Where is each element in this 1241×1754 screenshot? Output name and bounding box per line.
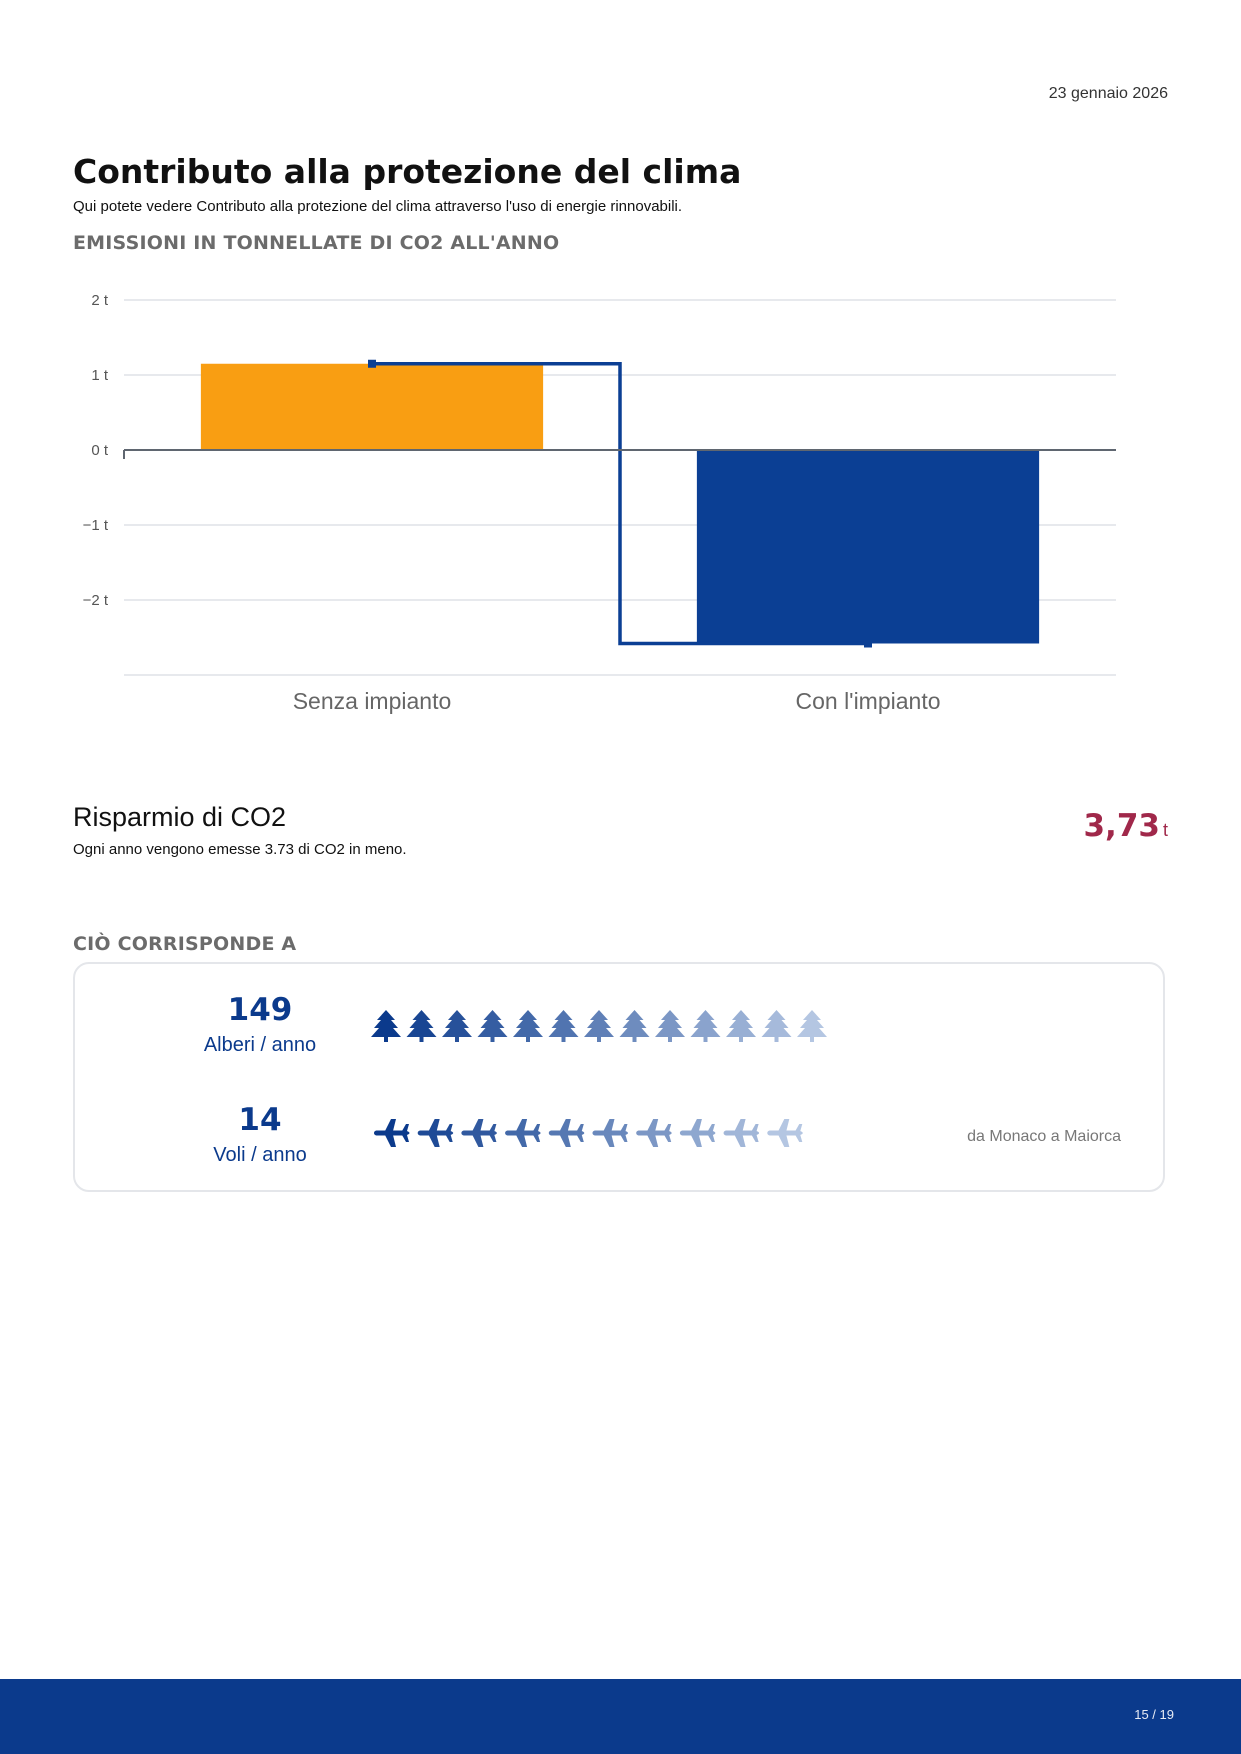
page-title: Contributo alla protezione del clima <box>73 152 742 191</box>
tree-icon <box>477 1010 508 1042</box>
airplane-icon <box>767 1119 803 1147</box>
savings-value: 3,73 t <box>1083 808 1168 844</box>
airplane-icon <box>374 1119 410 1147</box>
tree-icon <box>797 1010 827 1042</box>
tree-icon <box>548 1010 579 1042</box>
tree-icon <box>761 1010 792 1042</box>
x-category-label: Senza impianto <box>293 688 452 714</box>
connector-marker <box>368 359 376 368</box>
tree-icon <box>655 1010 685 1042</box>
savings-unit: t <box>1162 820 1168 840</box>
tree-icon-row <box>371 1010 827 1042</box>
tree-icon <box>513 1010 543 1042</box>
flights-label: Voli / anno <box>213 1144 307 1166</box>
flights-value: 14 <box>238 1102 282 1138</box>
y-tick-label: 1 t <box>91 367 109 384</box>
airplane-icon <box>679 1119 716 1147</box>
trees-label: Alberi / anno <box>203 1034 317 1056</box>
emissions-chart: 2 t 1 t 0 t −1 t −2 t Senza impianto Con l'imp… <box>83 292 1116 714</box>
equivalents-card: 149 Alberi / anno 14 Voli / anno da Mona… <box>73 962 1165 1192</box>
flights-row: 14 Voli / anno da Monaco a Maiorca <box>75 1102 1163 1192</box>
airplane-icon <box>636 1119 672 1147</box>
connector-marker <box>864 639 872 648</box>
airplane-icon <box>417 1119 454 1147</box>
y-tick-label: 2 t <box>91 292 109 309</box>
airplane-icon <box>461 1119 497 1147</box>
tree-icon <box>619 1010 650 1042</box>
step-connector-line <box>372 362 868 646</box>
airplane-icon <box>592 1119 628 1147</box>
savings-amount: 3,73 <box>1083 808 1160 844</box>
tree-icon <box>584 1010 614 1042</box>
tree-icon <box>442 1010 472 1042</box>
tree-icon <box>690 1010 721 1042</box>
page-subtitle: Qui potete vedere Contributo alla protez… <box>73 198 683 215</box>
trees-value: 149 <box>227 992 293 1028</box>
x-category-label: Con l'impianto <box>795 688 940 714</box>
equivalents-section-label: CIÒ CORRISPONDE A <box>73 933 297 955</box>
y-tick-label: 0 t <box>91 442 109 459</box>
airplane-icon-row <box>374 1119 803 1147</box>
airplane-icon <box>505 1119 541 1147</box>
page-footer: 15 / 19 <box>0 1679 1241 1754</box>
trees-row: 149 Alberi / anno <box>75 992 1163 1082</box>
tree-icon <box>406 1010 437 1042</box>
airplane-icon <box>548 1119 585 1147</box>
y-tick-label: −1 t <box>83 517 109 534</box>
savings-title: Risparmio di CO2 <box>73 802 287 832</box>
bar-con-impianto <box>696 450 1040 644</box>
savings-description: Ogni anno vengono emesse 3.73 di CO2 in … <box>73 841 407 858</box>
chart-section-label: EMISSIONI IN TONNELLATE DI CO2 ALL'ANNO <box>73 232 560 254</box>
page-number: 15 / 19 <box>1134 1707 1174 1722</box>
document-date: 23 gennaio 2026 <box>1048 85 1168 102</box>
airplane-icon <box>723 1119 760 1147</box>
tree-icon <box>371 1010 401 1042</box>
y-tick-label: −2 t <box>83 592 109 609</box>
flight-route-note: da Monaco a Maiorca <box>967 1128 1121 1145</box>
bar-senza-impianto <box>200 363 544 450</box>
tree-icon <box>726 1010 756 1042</box>
